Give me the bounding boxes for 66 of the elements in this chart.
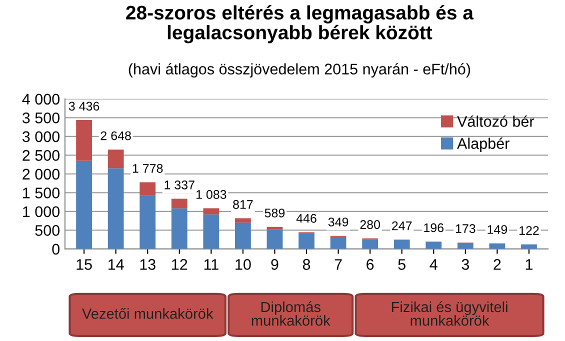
bar	[108, 168, 124, 249]
bar	[171, 208, 188, 249]
total-label: 247	[392, 221, 412, 230]
chart-title: 28-szoros eltérés a legmagasabb és a legalacsonyabb bérek között	[126, 5, 474, 44]
bar	[266, 229, 283, 249]
y-tick-label: 1 500	[23, 188, 60, 198]
total-label: 1 337	[164, 180, 194, 190]
chart-subtitle: (havi átlagos összjövedelem 2015 nyarán - eFt/hó)	[128, 63, 470, 78]
x-tick-label: 3	[462, 259, 469, 270]
x-tick-label: 6	[366, 259, 374, 270]
total-label: 196	[424, 223, 444, 232]
y-tick-label: 500	[35, 225, 60, 236]
y-tick-label: 0	[52, 244, 60, 255]
bar	[203, 208, 220, 214]
y-tick-label: 3 000	[22, 131, 60, 142]
total-label: 446	[296, 214, 316, 223]
bar	[426, 242, 442, 249]
total-label: 589	[264, 208, 285, 218]
x-tick-label: 9	[271, 259, 278, 270]
y-tick-label: 2 500	[22, 150, 60, 161]
total-label: 1 778	[132, 164, 163, 173]
bar	[140, 182, 156, 196]
x-tick-label: 15	[76, 259, 92, 270]
total-label: 173	[456, 224, 476, 234]
bar	[362, 239, 378, 249]
x-tick-label: 5	[398, 259, 406, 270]
bar	[457, 242, 474, 249]
x-tick-label: 7	[334, 259, 342, 270]
bar	[330, 236, 346, 249]
bar	[76, 120, 92, 161]
bar	[108, 150, 124, 168]
total-label: 349	[328, 218, 348, 226]
total-label: 3 436	[68, 102, 100, 111]
text: Diplomás munkakörök	[252, 301, 330, 326]
total-label: 1 083	[196, 190, 226, 199]
x-tick-label: 4	[430, 259, 438, 270]
legend-label: Alapbér	[457, 138, 510, 152]
total-label: 2 648	[100, 131, 131, 140]
total-label: 149	[488, 225, 508, 234]
x-tick-label: 8	[302, 259, 310, 270]
bar	[235, 222, 251, 249]
bar	[235, 218, 251, 223]
bar	[203, 214, 220, 249]
text: Vezetői munkakörök	[82, 308, 214, 319]
x-tick-label: 11	[204, 259, 218, 270]
text: Fizikai és ügyviteli munkakörök	[392, 301, 508, 326]
bar	[171, 198, 188, 208]
bar	[76, 160, 92, 249]
x-tick-label: 14	[108, 259, 124, 270]
bar	[298, 234, 314, 249]
y-tick-label: 3 500	[22, 112, 60, 124]
total-label: 280	[360, 220, 380, 230]
bar	[266, 226, 283, 230]
x-tick-label: 10	[236, 259, 251, 270]
x-tick-label: 2	[494, 259, 501, 270]
bar	[140, 196, 156, 249]
y-tick-label: 2 000	[22, 168, 60, 180]
total-label: 122	[520, 226, 539, 235]
x-tick-label: 1	[526, 259, 532, 270]
x-tick-label: 13	[140, 259, 156, 270]
x-tick-label: 12	[172, 259, 188, 270]
bar	[394, 240, 410, 249]
y-tick-label: 1 000	[23, 206, 60, 218]
y-tick-label: 4 000	[22, 94, 60, 105]
total-label: 817	[233, 200, 253, 209]
legend-label: Változó bér	[457, 115, 534, 127]
